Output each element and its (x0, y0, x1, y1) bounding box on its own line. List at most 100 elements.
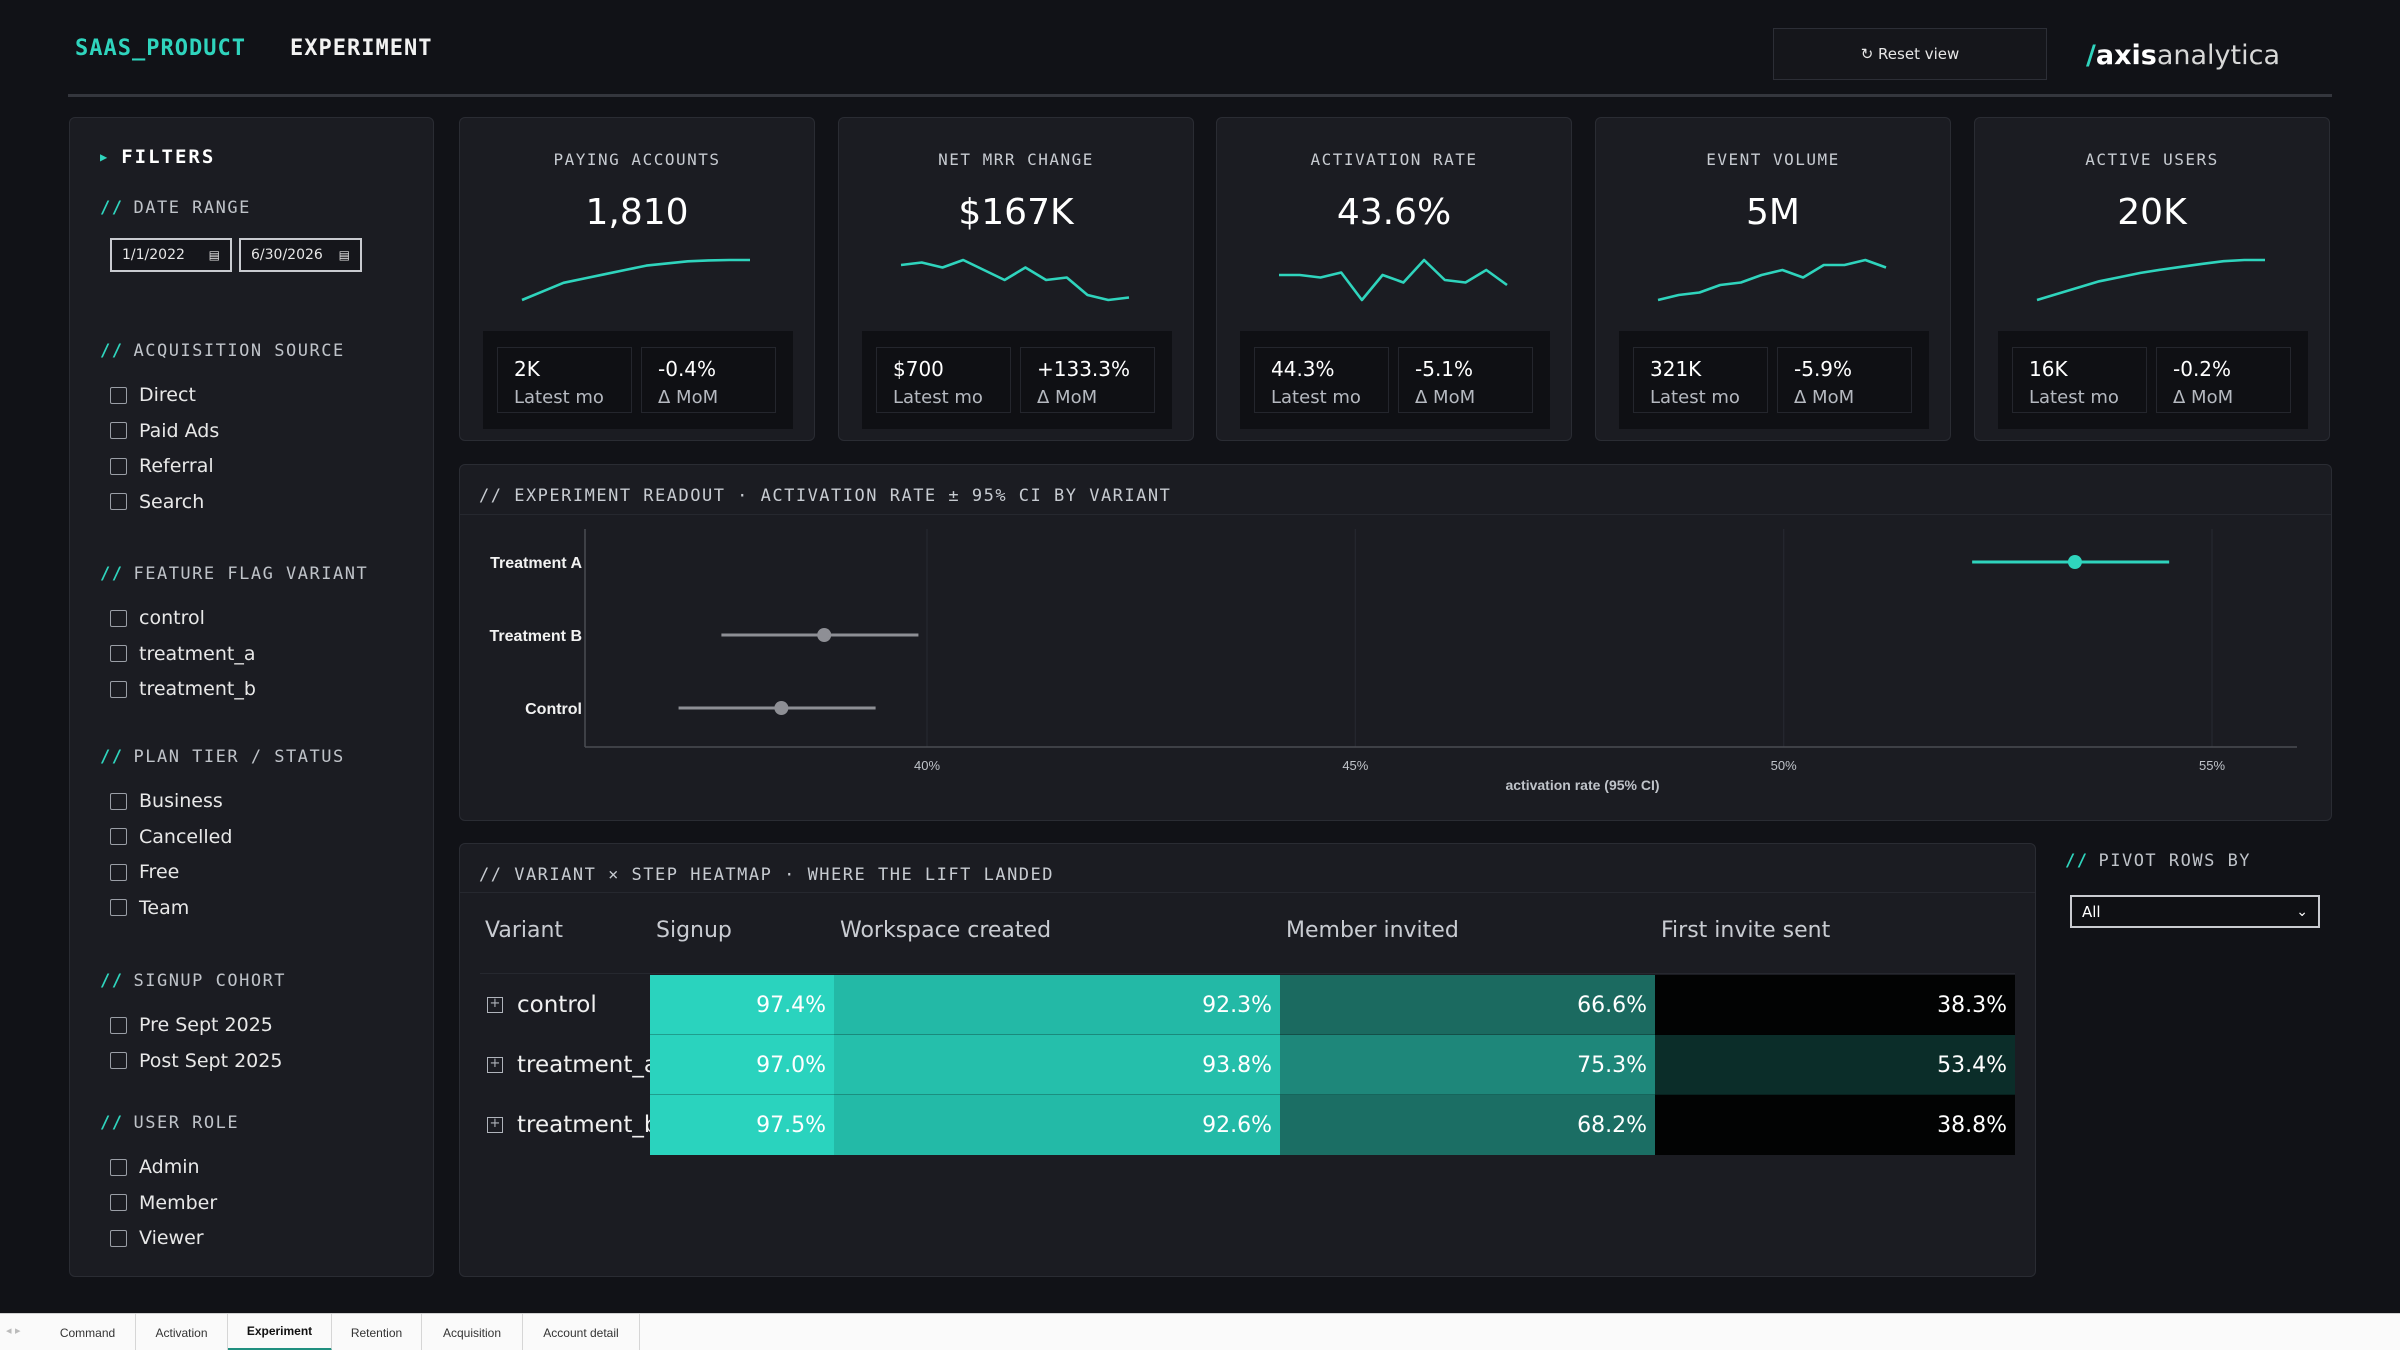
tab-account-detail[interactable]: Account detail (523, 1314, 640, 1350)
checkbox[interactable] (110, 1052, 127, 1069)
checkbox[interactable] (110, 828, 127, 845)
heatmap-cell[interactable]: 97.5% (650, 1095, 834, 1155)
tab-acquisition[interactable]: Acquisition (422, 1314, 523, 1350)
filter-option-post-sept-2025[interactable]: Post Sept 2025 (110, 1049, 282, 1073)
tab-experiment[interactable]: Experiment (228, 1314, 332, 1350)
heatmap-cell[interactable]: 38.8% (1655, 1095, 2015, 1155)
heatmap-cell[interactable]: 97.4% (650, 975, 834, 1035)
heatmap-cell[interactable]: 68.2% (1280, 1095, 1655, 1155)
filter-option-search[interactable]: Search (110, 490, 204, 514)
x-axis-title: activation rate (95% CI) (1505, 777, 1659, 793)
calendar-icon[interactable]: ▤ (338, 248, 350, 262)
filter-option-treatment-a[interactable]: treatment_a (110, 642, 255, 666)
kpi-footer: $700 Latest mo +133.3% Δ MoM (862, 331, 1172, 429)
kpi-value: 5M (1746, 192, 1800, 233)
checkbox[interactable] (110, 386, 127, 404)
calendar-icon[interactable]: ▤ (208, 248, 220, 262)
heatmap-col-signup[interactable]: Signup (656, 918, 732, 943)
filter-section-label: //PLAN TIER / STATUS (100, 747, 345, 767)
date-start-input[interactable]: 1/1/2022 ▤ (110, 238, 232, 272)
ci-point[interactable] (774, 701, 789, 715)
heatmap-cell[interactable]: 66.6% (1280, 975, 1655, 1035)
heatmap-col-first-invite-sent[interactable]: First invite sent (1661, 918, 1831, 943)
checkbox[interactable] (110, 792, 127, 810)
heatmap-cell[interactable]: 75.3% (1280, 1035, 1655, 1095)
filter-option-admin[interactable]: Admin (110, 1155, 200, 1179)
kpi-latest-value: 2K (514, 357, 540, 381)
heatmap-row-control[interactable]: + control (487, 975, 597, 1035)
filter-option-viewer[interactable]: Viewer (110, 1226, 204, 1250)
expand-plus-icon[interactable]: + (487, 997, 503, 1013)
filter-option-team[interactable]: Team (110, 896, 189, 920)
checkbox[interactable] (110, 493, 127, 510)
heatmap-cell[interactable]: 53.4% (1655, 1035, 2015, 1095)
filter-option-label: Admin (139, 1156, 200, 1178)
heatmap-title: // VARIANT × STEP HEATMAP · WHERE THE LI… (479, 865, 1055, 885)
checkbox[interactable] (110, 899, 127, 916)
kpi-mom-label: Δ MoM (1794, 387, 1855, 408)
checkbox[interactable] (110, 1194, 127, 1211)
expand-plus-icon[interactable]: + (487, 1117, 503, 1133)
checkbox[interactable] (110, 645, 127, 662)
filter-option-member[interactable]: Member (110, 1191, 217, 1215)
filter-option-referral[interactable]: Referral (110, 454, 214, 478)
filter-option-label: control (139, 607, 205, 629)
tab-retention[interactable]: Retention (332, 1314, 422, 1350)
ci-point[interactable] (817, 628, 832, 642)
heatmap-col-workspace-created[interactable]: Workspace created (840, 918, 1052, 943)
filter-option-label: Viewer (139, 1227, 204, 1249)
filter-option-control[interactable]: control (110, 606, 205, 630)
reset-view-button[interactable]: ↻ Reset view (1773, 28, 2047, 80)
kpi-mom-cell: -5.1% Δ MoM (1398, 347, 1533, 413)
filter-option-cancelled[interactable]: Cancelled (110, 825, 232, 849)
kpi-footer: 321K Latest mo -5.9% Δ MoM (1619, 331, 1929, 429)
ci-point[interactable] (2067, 555, 2082, 569)
heatmap-cell[interactable]: 38.3% (1655, 975, 2015, 1035)
filter-option-label: treatment_a (139, 642, 256, 665)
filter-option-pre-sept-2025[interactable]: Pre Sept 2025 (110, 1013, 273, 1037)
filter-option-direct[interactable]: Direct (110, 383, 196, 407)
checkbox[interactable] (110, 422, 127, 439)
checkbox[interactable] (110, 1229, 127, 1247)
logo-slash: / (2086, 40, 2096, 71)
checkbox[interactable] (110, 1158, 127, 1176)
tab-scroll-arrows-icon[interactable]: ◂ ▸ (6, 1324, 21, 1337)
kpi-latest-cell: 44.3% Latest mo (1254, 347, 1389, 413)
checkbox[interactable] (110, 863, 127, 881)
checkbox[interactable] (110, 457, 127, 475)
heatmap-col-member-invited[interactable]: Member invited (1286, 918, 1459, 943)
heatmap-cell[interactable]: 97.0% (650, 1035, 834, 1095)
filter-option-treatment-b[interactable]: treatment_b (110, 677, 256, 701)
expand-plus-icon[interactable]: + (487, 1057, 503, 1073)
pivot-rows-select[interactable]: All ⌄ (2070, 895, 2320, 928)
kpi-card-active-users: ACTIVE USERS 20K 16K Latest mo -0.2% Δ MoM (1974, 117, 2330, 441)
tab-command[interactable]: Command (40, 1314, 136, 1350)
kpi-value: 43.6% (1336, 192, 1452, 233)
pivot-rows-value: All (2082, 902, 2101, 921)
heatmap-cell[interactable]: 93.8% (834, 1035, 1280, 1095)
kpi-latest-value: $700 (893, 357, 944, 381)
sparkline-line (2036, 258, 2265, 302)
heatmap-row-treatment-b[interactable]: + treatment_b (487, 1095, 658, 1155)
filter-option-paid-ads[interactable]: Paid Ads (110, 419, 219, 443)
checkbox[interactable] (110, 680, 127, 698)
filter-option-free[interactable]: Free (110, 860, 179, 884)
date-end-input[interactable]: 6/30/2026 ▤ (239, 238, 362, 272)
checkbox[interactable] (110, 1016, 127, 1034)
kpi-sparkline (900, 258, 1130, 302)
heatmap-row-label: treatment_b (517, 1112, 659, 1138)
kpi-sparkline (2036, 258, 2265, 302)
kpi-mom-value: +133.3% (1037, 357, 1131, 381)
heatmap-row-treatment-a[interactable]: + treatment_a (487, 1035, 658, 1095)
filter-option-business[interactable]: Business (110, 789, 223, 813)
heatmap-cell[interactable]: 92.6% (834, 1095, 1280, 1155)
checkbox[interactable] (110, 609, 127, 627)
readout-divider (460, 514, 2331, 515)
heatmap-col-variant[interactable]: Variant (485, 918, 564, 943)
collapse-triangle-icon[interactable]: ▶ (100, 150, 110, 164)
kpi-sparkline (1279, 258, 1508, 302)
logo-rest: analytica (2156, 40, 2281, 71)
heatmap-cell[interactable]: 92.3% (834, 975, 1280, 1035)
kpi-mom-cell: +133.3% Δ MoM (1020, 347, 1155, 413)
tab-activation[interactable]: Activation (136, 1314, 228, 1350)
